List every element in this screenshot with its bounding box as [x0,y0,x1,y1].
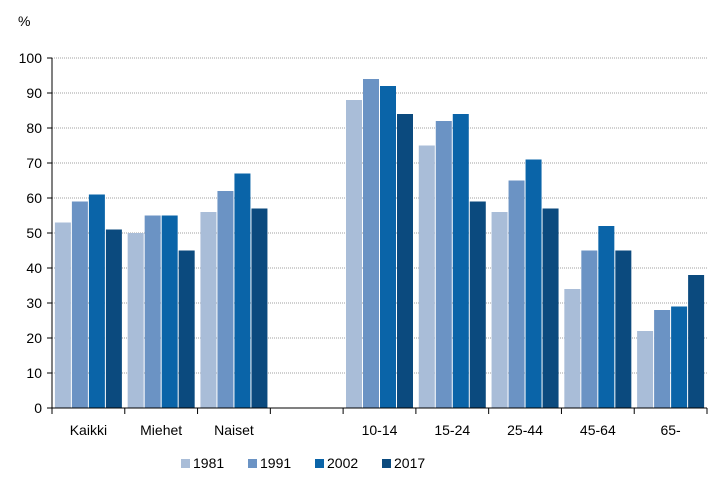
y-axis-unit-label: % [18,13,30,29]
bar-1991 [217,191,234,408]
bar-1991 [144,215,161,408]
bar-1981 [564,289,581,408]
legend-label: 1991 [260,455,291,471]
bar-1981 [346,100,362,408]
x-tick-label: 65- [660,422,681,438]
y-tick-label: 20 [26,330,42,346]
bar-2017 [615,250,632,408]
legend-swatch-2002 [315,459,324,468]
y-tick-label: 70 [26,155,42,171]
bar-2002 [452,114,469,408]
y-tick-label: 90 [26,85,42,101]
bar-2002 [161,215,178,408]
bar-1991 [71,201,88,408]
x-tick-label: Miehet [140,422,182,438]
legend-swatch-1991 [248,459,257,468]
legend-swatch-2017 [382,459,391,468]
bar-2017 [469,201,486,408]
legend-label: 2017 [394,455,425,471]
x-tick-labels: Kaikki Miehet Naiset 10-14 15-24 25-44 45-64 65… [70,422,681,438]
bar-2017 [178,250,195,408]
bar-1981 [200,212,217,408]
bar-2002 [598,226,615,408]
bar-2017 [397,114,413,408]
bar-1981 [418,145,435,408]
bar-2002 [234,173,251,408]
bar-1981 [637,331,654,408]
y-tick-label: 100 [19,50,43,66]
bar-1991 [435,121,452,408]
bar-2002 [380,86,396,408]
bar-2017 [105,229,122,408]
bar-1991 [363,79,379,408]
x-tick-label: 25-44 [507,422,543,438]
y-tick-labels: 0 10 20 30 40 50 60 70 80 90 100 [19,50,43,416]
bar-1991 [508,180,525,408]
legend: 1981 1991 2002 2017 [181,455,425,471]
legend-swatch-1981 [181,459,190,468]
y-tick-label: 30 [26,295,42,311]
bar-1981 [54,222,71,408]
bar-1981 [491,212,508,408]
bar-1991 [581,250,598,408]
x-tick-label: 10-14 [362,422,398,438]
y-tick-label: 40 [26,260,42,276]
y-tick-label: 10 [26,365,42,381]
y-tick-label: 80 [26,120,42,136]
bar-2002 [671,306,688,408]
y-tick-label: 0 [34,400,42,416]
bar-2017 [688,275,705,408]
bar-2002 [88,194,105,408]
y-tick-label: 50 [26,225,42,241]
x-tick-label: Naiset [214,422,254,438]
x-tick-label: 45-64 [580,422,616,438]
axes [47,57,708,414]
y-tick-label: 60 [26,190,42,206]
bar-1981 [127,233,144,408]
bar-2002 [525,159,542,408]
x-tick-label: Kaikki [70,422,107,438]
bar-2017 [251,208,268,408]
bars [54,79,705,408]
legend-label: 2002 [327,455,358,471]
bar-1991 [654,310,671,408]
legend-label: 1981 [193,455,224,471]
x-tick-label: 15-24 [434,422,470,438]
bar-2017 [542,208,559,408]
